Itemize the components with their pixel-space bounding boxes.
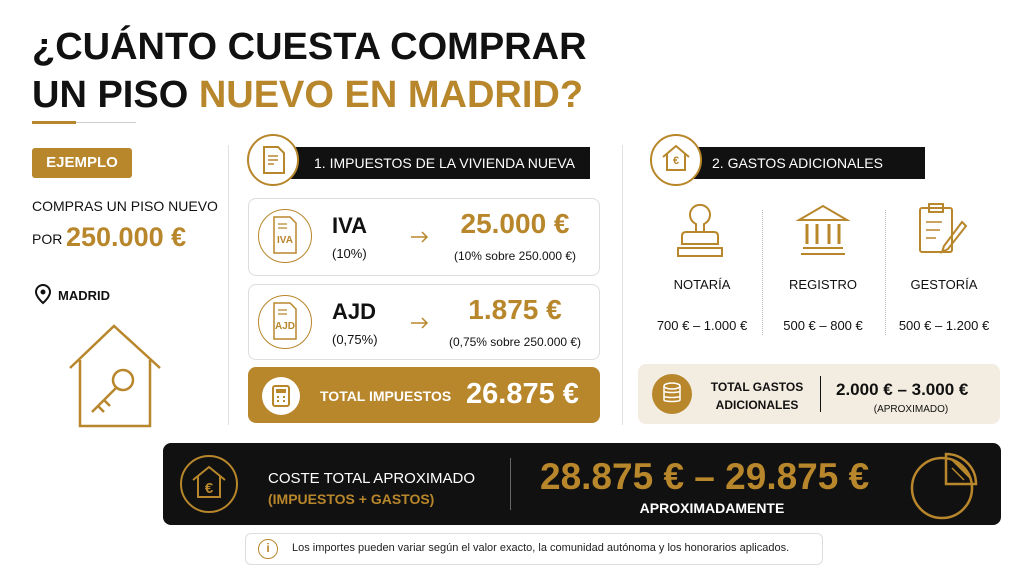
coins-glyph xyxy=(663,382,681,403)
footnote-text: Los importes pueden variar según el valo… xyxy=(292,542,790,554)
divider xyxy=(762,210,763,335)
divider xyxy=(510,458,511,510)
underline xyxy=(76,122,136,123)
info-icon: i xyxy=(258,539,278,559)
icon-symbol: € xyxy=(672,155,680,167)
summary-box xyxy=(163,443,1001,525)
section-heading: 1. IMPUESTOS DE LA VIVIENDA NUEVA xyxy=(280,147,590,179)
expense-label: GESTORÍA xyxy=(910,277,978,292)
summary-label: COSTE TOTAL APROXIMADO xyxy=(268,470,475,487)
arrow xyxy=(411,317,429,329)
tax-name: IVA xyxy=(332,213,368,238)
coins-icon xyxy=(652,374,692,414)
expense-label: NOTARÍA xyxy=(673,277,731,292)
location: MADRID xyxy=(58,288,110,303)
divider xyxy=(622,145,623,425)
house-icon xyxy=(192,465,226,498)
summary-note: APROXIMADAMENTE xyxy=(639,500,785,516)
tax-rate: (0,75%) xyxy=(332,332,378,347)
tax-rate: (10%) xyxy=(332,246,367,261)
doc-icon xyxy=(273,216,297,254)
total-amount: 26.875 € xyxy=(466,378,579,410)
doc-icon xyxy=(263,146,285,174)
footnote-box xyxy=(245,533,823,565)
total-bar xyxy=(248,367,600,423)
example-price: 250.000 € xyxy=(66,222,187,252)
summary-range: 28.875 € – 29.875 € xyxy=(540,456,870,497)
extras-total-label: TOTAL GASTOS xyxy=(710,380,804,394)
divider xyxy=(820,376,821,412)
section-icon xyxy=(247,134,299,186)
title-text: UN PISO xyxy=(32,74,189,116)
calculator-icon xyxy=(262,377,300,415)
tax-icon-label: IVA xyxy=(277,235,293,246)
pie-icon xyxy=(910,452,978,520)
summary-icon xyxy=(180,455,238,513)
arrow xyxy=(411,231,429,243)
extras-total-box xyxy=(638,364,1000,424)
expense-icon xyxy=(677,203,723,257)
tax-amount: 25.000 € xyxy=(460,208,570,239)
badge: EJEMPLO xyxy=(32,148,132,178)
icon-symbol: € xyxy=(204,480,214,497)
section-icon xyxy=(650,134,702,186)
divider xyxy=(885,210,886,335)
calculator-glyph xyxy=(272,385,290,407)
expense-range: 500 € – 800 € xyxy=(783,318,863,333)
title-highlight: NUEVO EN MADRID? xyxy=(198,74,584,116)
expense-range: 700 € – 1.000 € xyxy=(656,318,748,333)
title-line: ¿CUÁNTO CUESTA COMPRAR xyxy=(32,26,587,68)
total-label: TOTAL IMPUESTOS xyxy=(320,388,452,404)
tax-detail: (0,75% sobre 250.000 €) xyxy=(448,335,582,349)
tax-icon xyxy=(258,295,312,349)
pin-icon xyxy=(34,283,52,305)
underline xyxy=(32,121,76,124)
expense-label: REGISTRO xyxy=(789,277,857,292)
expense-icon xyxy=(919,203,968,254)
doc-icon xyxy=(273,302,297,340)
title-line: UN PISO NUEVO EN MADRID? xyxy=(32,74,583,117)
tax-icon-label: AJD xyxy=(274,321,295,332)
divider xyxy=(228,145,229,425)
section-heading: 2. GASTOS ADICIONALES xyxy=(682,147,925,179)
tax-icon xyxy=(258,209,312,263)
extras-total-note: (APROXIMADO) xyxy=(873,404,949,415)
extras-total-range: 2.000 € – 3.000 € xyxy=(836,380,969,399)
tax-amount: 1.875 € xyxy=(468,294,562,325)
summary-sublabel: (IMPUESTOS + GASTOS) xyxy=(268,491,435,507)
example-text: POR xyxy=(32,231,63,247)
tax-detail: (10% sobre 250.000 €) xyxy=(453,249,577,263)
expense-range: 500 € – 1.200 € xyxy=(898,318,990,333)
house-key-icon xyxy=(69,324,161,428)
extras-total-label: ADICIONALES xyxy=(715,398,799,412)
tax-name: AJD xyxy=(332,299,377,324)
example-text: COMPRAS UN PISO NUEVO xyxy=(32,198,218,214)
house-icon xyxy=(662,144,690,171)
expense-icon xyxy=(795,204,851,255)
